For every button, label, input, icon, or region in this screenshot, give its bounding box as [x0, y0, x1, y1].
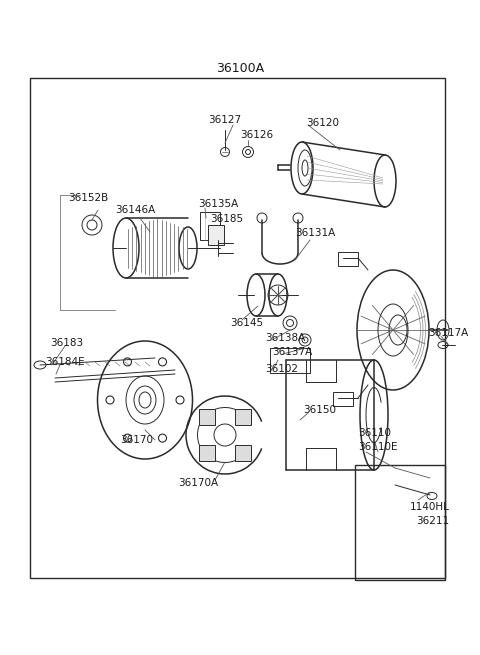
- Text: 36170A: 36170A: [178, 478, 218, 488]
- Bar: [199, 445, 215, 461]
- Text: 36110E: 36110E: [358, 442, 397, 452]
- Text: 36145: 36145: [230, 318, 263, 328]
- Text: 36137A: 36137A: [272, 347, 312, 357]
- Bar: [355, 465, 445, 580]
- Bar: [30, 78, 445, 578]
- Text: 36117A: 36117A: [428, 328, 468, 338]
- Bar: [333, 392, 353, 406]
- Text: 36152B: 36152B: [68, 193, 108, 203]
- Text: 36102: 36102: [265, 364, 298, 374]
- Text: 36170: 36170: [120, 435, 153, 445]
- Bar: [270, 348, 310, 373]
- Text: 36131A: 36131A: [295, 228, 335, 238]
- Bar: [338, 252, 358, 266]
- Text: 36183: 36183: [50, 338, 83, 348]
- Text: 36146A: 36146A: [115, 205, 155, 215]
- Text: 36185: 36185: [210, 214, 243, 224]
- Bar: [199, 409, 215, 424]
- Text: 36184E: 36184E: [45, 357, 84, 367]
- Text: 36120: 36120: [306, 118, 339, 128]
- Bar: [235, 409, 252, 424]
- Text: 36211: 36211: [416, 516, 449, 526]
- Text: 36126: 36126: [240, 130, 273, 140]
- Bar: [235, 445, 252, 461]
- Bar: [200, 212, 220, 240]
- Text: 36138A: 36138A: [265, 333, 305, 343]
- Text: 36110: 36110: [358, 428, 391, 438]
- Text: 36127: 36127: [208, 115, 241, 125]
- Text: 36135A: 36135A: [198, 199, 238, 209]
- Bar: [208, 225, 224, 245]
- Text: 36150: 36150: [303, 405, 336, 415]
- Text: 36100A: 36100A: [216, 62, 264, 75]
- Text: 1140HL: 1140HL: [410, 502, 450, 512]
